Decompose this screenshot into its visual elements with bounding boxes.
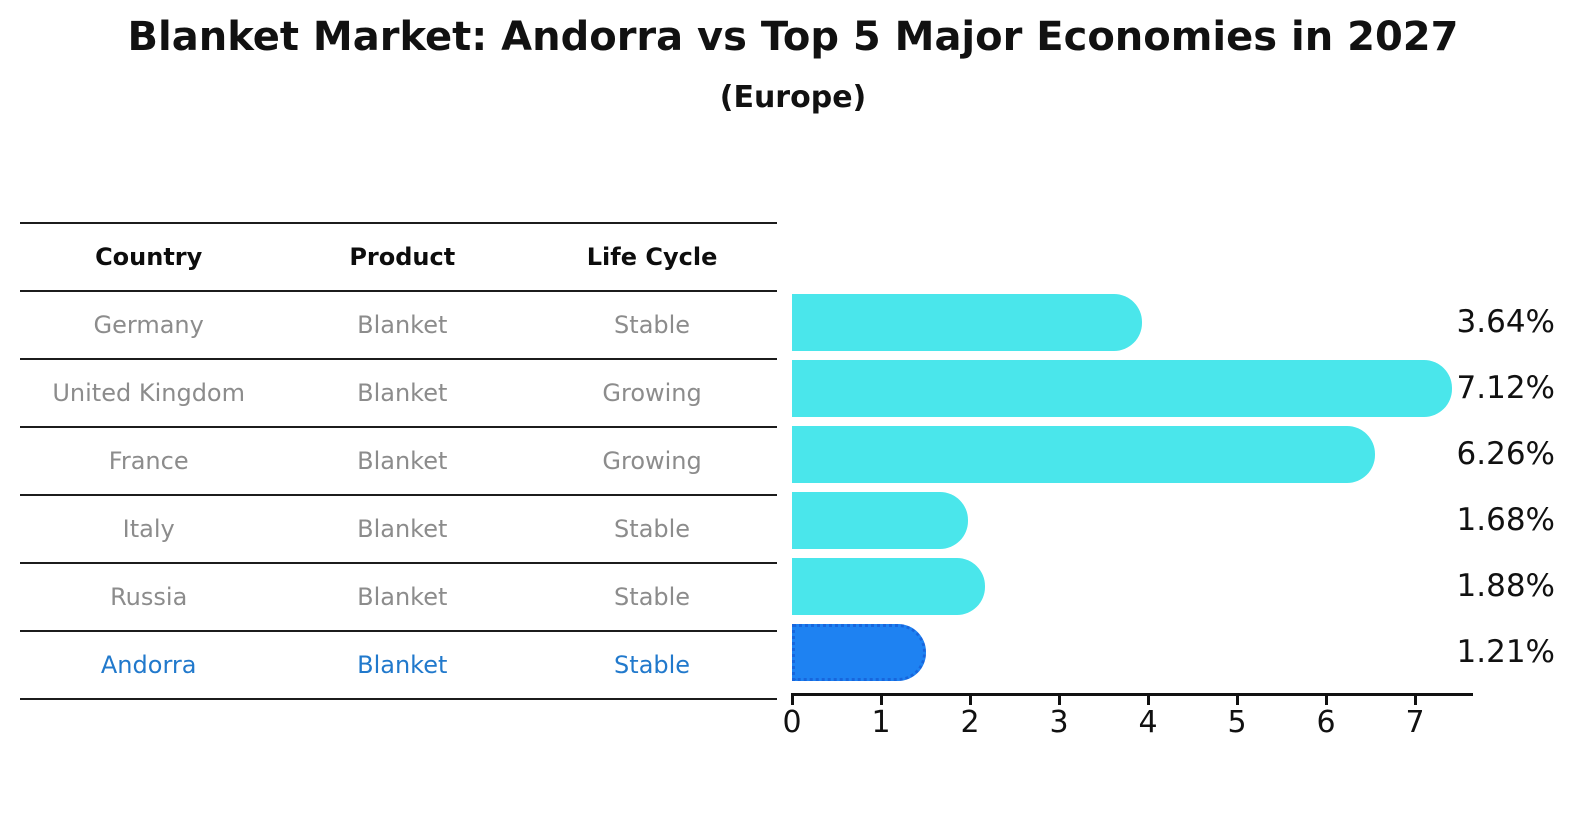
cell-product: Blanket (357, 311, 448, 339)
cell-country: Andorra (100, 651, 197, 679)
value-label-row: 1.68% (1440, 487, 1555, 553)
bar-russia (792, 557, 986, 615)
cell-life-cycle: Stable (614, 583, 691, 611)
tick-mark (1058, 696, 1061, 705)
bar-row-italy (792, 487, 1492, 553)
value-label-row: 1.21% (1440, 619, 1555, 685)
bar-row-france (792, 421, 1492, 487)
value-label-row: 7.12% (1440, 355, 1555, 421)
cell-life-cycle: Stable (614, 515, 691, 543)
x-tick-label: 6 (1316, 705, 1336, 740)
bar-row-russia (792, 553, 1492, 619)
cell-product: Blanket (357, 651, 448, 679)
bar-plot-area (792, 289, 1492, 685)
table-row-andorra-highlighted: Andorra Blanket Stable (20, 630, 777, 700)
bar-row-united-kingdom (792, 355, 1492, 421)
tick-mark (1147, 696, 1150, 705)
x-tick-label: 2 (960, 705, 980, 740)
bar-row-andorra (792, 619, 1492, 685)
bar-united-kingdom (792, 359, 1452, 417)
tick-mark (1325, 696, 1328, 705)
cell-product: Blanket (357, 379, 448, 407)
bar-andorra-highlighted (792, 623, 926, 681)
bar-value-labels: 3.64% 7.12% 6.26% 1.68% 1.88% 1.21% (1440, 289, 1555, 685)
value-label-row: 3.64% (1440, 289, 1555, 355)
table-row-france: France Blanket Growing (20, 426, 777, 494)
tick-mark (1236, 696, 1239, 705)
value-label-germany: 3.64% (1456, 303, 1555, 340)
chart-subtitle: (Europe) (719, 80, 867, 115)
cell-country: Italy (122, 515, 175, 543)
cell-country: Germany (93, 311, 204, 339)
tick-mark (880, 696, 883, 705)
x-tick-label: 3 (1049, 705, 1069, 740)
value-label-row: 6.26% (1440, 421, 1555, 487)
x-tick-label: 5 (1227, 705, 1247, 740)
bar-france (792, 425, 1376, 483)
tick-mark (969, 696, 972, 705)
x-axis: 0 1 2 3 4 5 6 7 (782, 696, 1474, 756)
chart-title: Blanket Market: Andorra vs Top 5 Major E… (127, 14, 1459, 60)
cell-country: United Kingdom (52, 379, 245, 407)
x-tick-label: 0 (782, 705, 802, 740)
value-label-row: 1.88% (1440, 553, 1555, 619)
value-label-united-kingdom: 7.12% (1456, 369, 1555, 406)
cell-product: Blanket (357, 515, 448, 543)
table-header-row: Country Product Life Cycle (20, 222, 777, 290)
cell-life-cycle: Growing (602, 447, 702, 475)
column-header-life-cycle: Life Cycle (586, 243, 718, 271)
value-label-france: 6.26% (1456, 435, 1555, 472)
cell-life-cycle: Stable (614, 311, 691, 339)
bar-germany (792, 293, 1142, 351)
cell-life-cycle: Stable (614, 651, 691, 679)
x-tick-label: 1 (871, 705, 891, 740)
cell-product: Blanket (357, 447, 448, 475)
bar-row-germany (792, 289, 1492, 355)
country-table: Country Product Life Cycle Germany Blank… (20, 222, 777, 700)
table-row-russia: Russia Blanket Stable (20, 562, 777, 630)
x-tick-label: 7 (1405, 705, 1425, 740)
bar-italy (792, 491, 968, 549)
x-tick-label: 4 (1138, 705, 1158, 740)
value-label-andorra: 1.21% (1456, 633, 1555, 670)
table-row-united-kingdom: United Kingdom Blanket Growing (20, 358, 777, 426)
cell-life-cycle: Growing (602, 379, 702, 407)
cell-country: Russia (110, 583, 188, 611)
tick-mark (791, 696, 794, 705)
column-header-country: Country (95, 243, 203, 271)
column-header-product: Product (349, 243, 456, 271)
tick-mark (1414, 696, 1417, 705)
value-label-russia: 1.88% (1456, 567, 1555, 604)
x-axis-line (791, 693, 1473, 696)
cell-product: Blanket (357, 583, 448, 611)
cell-country: France (108, 447, 189, 475)
table-row-germany: Germany Blanket Stable (20, 290, 777, 358)
value-label-italy: 1.68% (1456, 501, 1555, 538)
table-row-italy: Italy Blanket Stable (20, 494, 777, 562)
